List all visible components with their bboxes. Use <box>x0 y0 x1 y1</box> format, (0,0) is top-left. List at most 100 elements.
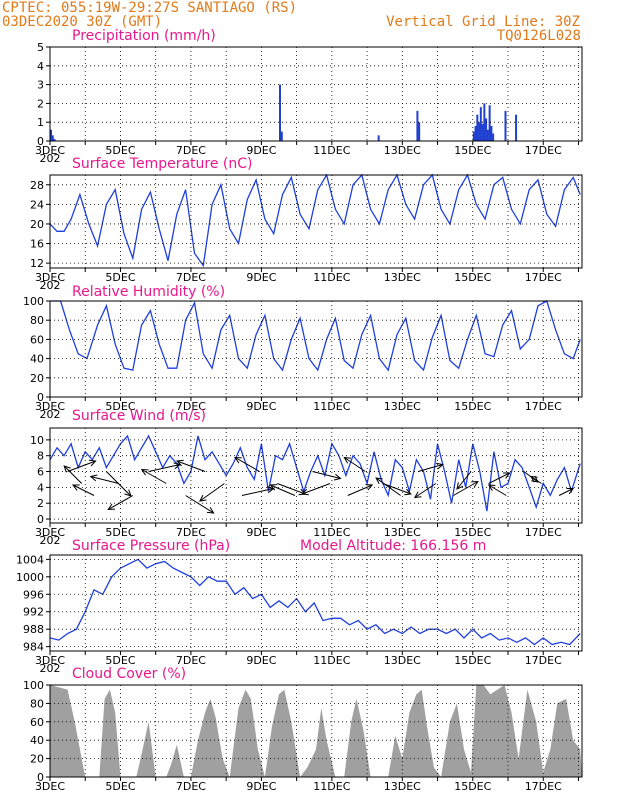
wind-vector-head <box>124 489 132 497</box>
temp-line <box>49 173 581 268</box>
wind-vector-head <box>88 459 97 467</box>
temp-xtick-label: 13DEC <box>384 271 421 284</box>
rh-ytick-label: 60 <box>30 333 44 346</box>
pres-year-label: 202 <box>40 662 61 675</box>
precip-bar <box>418 122 421 141</box>
cloud-xtick-label: 15DEC <box>454 780 491 793</box>
precip-bar <box>504 110 507 141</box>
wind-vector <box>488 484 507 496</box>
pres-line <box>49 558 581 646</box>
temp-title: Surface Temperature (nC) <box>72 156 253 172</box>
temp-xtick-label: 9DEC <box>246 271 276 284</box>
wind-vector-head <box>107 503 116 511</box>
temp-xtick-label: 5DEC <box>105 271 135 284</box>
cloud-xtick-label: 17DEC <box>525 780 562 793</box>
pres-ytick-label: 984 <box>23 641 44 654</box>
wind-vector <box>301 483 331 495</box>
pres-xtick-label: 11DEC <box>313 654 350 667</box>
cloud-xtick-label: 9DEC <box>246 780 276 793</box>
header-model-id: TQ0126L028 <box>497 28 581 44</box>
wind-line <box>49 434 581 512</box>
wind-vector <box>453 481 479 496</box>
pres-xtick-label: 9DEC <box>246 654 276 667</box>
precip-bar <box>486 129 489 141</box>
wind-vector <box>418 464 443 472</box>
temp-ytick-label: 16 <box>30 238 44 251</box>
wind-vector-head <box>333 473 342 481</box>
precip-bar <box>483 103 486 141</box>
wind-vector-head <box>404 488 412 496</box>
wind-title: Surface Wind (m/s) <box>72 408 206 424</box>
wind-vector-head <box>206 507 215 514</box>
wind-vector <box>148 464 181 472</box>
cloud-xtick-label: 3DEC <box>35 780 65 793</box>
wind-vector <box>108 495 134 510</box>
cloud-panel: Cloud Cover (%) 0 20 40 60 80 100 3DEC 5DEC 7DEC 9… <box>23 666 583 793</box>
precip-bar <box>490 125 493 141</box>
precip-bar <box>53 139 56 141</box>
cloud-area <box>50 685 582 777</box>
header-station: CPTEC: 055:19W-29:27S SANTIAGO (RS) <box>2 0 297 16</box>
wind-vector <box>241 488 274 496</box>
rh-frame <box>49 300 583 398</box>
wind-year-label: 202 <box>40 534 61 547</box>
cloud-xtick-label: 5DEC <box>105 780 135 793</box>
temp-ytick-label: 20 <box>30 218 44 231</box>
wind-xtick-label: 17DEC <box>525 526 562 539</box>
cloud-title: Cloud Cover (%) <box>72 666 186 682</box>
wind-xtick-label: 9DEC <box>246 526 276 539</box>
header-grid-info: Vertical Grid Line: 30Z <box>386 14 580 30</box>
cloud-frame <box>49 684 583 778</box>
pres-xtick-label: 7DEC <box>176 654 206 667</box>
rh-xtick-label: 11DEC <box>313 400 350 413</box>
precip-bar <box>479 107 482 141</box>
wind-xtick-label: 7DEC <box>176 526 206 539</box>
precip-bar <box>485 118 488 141</box>
wind-vector <box>67 460 96 472</box>
precip-bar <box>279 84 282 141</box>
pres-xtick-label: 5DEC <box>105 654 135 667</box>
wind-vector <box>382 483 412 495</box>
wind-vector <box>199 483 225 502</box>
rh-panel: Relative Humidity (%) 0 20 40 60 80 100 3DEC 5DE… <box>23 284 583 421</box>
cloud-ytick-label: 20 <box>30 753 44 766</box>
wind-vector-head <box>471 480 479 488</box>
rh-year-label: 202 <box>40 408 61 421</box>
rh-xtick-label: 7DEC <box>176 400 206 413</box>
wind-xtick-label: 3DEC <box>35 526 65 539</box>
wind-vector-head <box>365 484 374 491</box>
pres-title: Surface Pressure (hPa) <box>72 538 230 554</box>
wind-xtick-label: 11DEC <box>313 526 350 539</box>
temp-ytick-label: 24 <box>30 198 44 211</box>
pres-xtick-label: 3DEC <box>35 654 65 667</box>
wind-ytick-label: 8 <box>37 450 44 463</box>
precip-bar <box>481 124 484 141</box>
wind-vector <box>558 488 574 496</box>
pres-ytick-label: 1000 <box>16 571 44 584</box>
precip-bar <box>472 131 475 141</box>
wind-vector <box>270 484 296 496</box>
precip-bar <box>377 135 380 141</box>
precip-bar <box>50 129 52 141</box>
wind-vector <box>344 457 366 472</box>
wind-vector <box>456 471 472 490</box>
temp-xtick-label: 7DEC <box>176 271 206 284</box>
precip-bar <box>515 114 518 141</box>
rh-line <box>50 300 581 372</box>
precip-xtick-label: 3DEC <box>35 144 65 157</box>
precip-ytick-label: 5 <box>37 41 44 54</box>
pres-subtitle: Model Altitude: 166.156 m <box>300 538 486 554</box>
wind-xtick-label: 15DEC <box>454 526 491 539</box>
precip-bar <box>478 122 481 141</box>
cloud-xtick-label: 13DEC <box>384 780 421 793</box>
cloud-ytick-label: 60 <box>30 716 44 729</box>
wind-ytick-label: 4 <box>37 481 44 494</box>
wind-vector-head <box>343 456 352 464</box>
wind-vector <box>347 484 373 496</box>
temp-xtick-label: 11DEC <box>313 271 350 284</box>
wind-vector-head <box>71 484 80 491</box>
wind-vector <box>141 469 167 484</box>
wind-vector-head <box>436 462 444 470</box>
